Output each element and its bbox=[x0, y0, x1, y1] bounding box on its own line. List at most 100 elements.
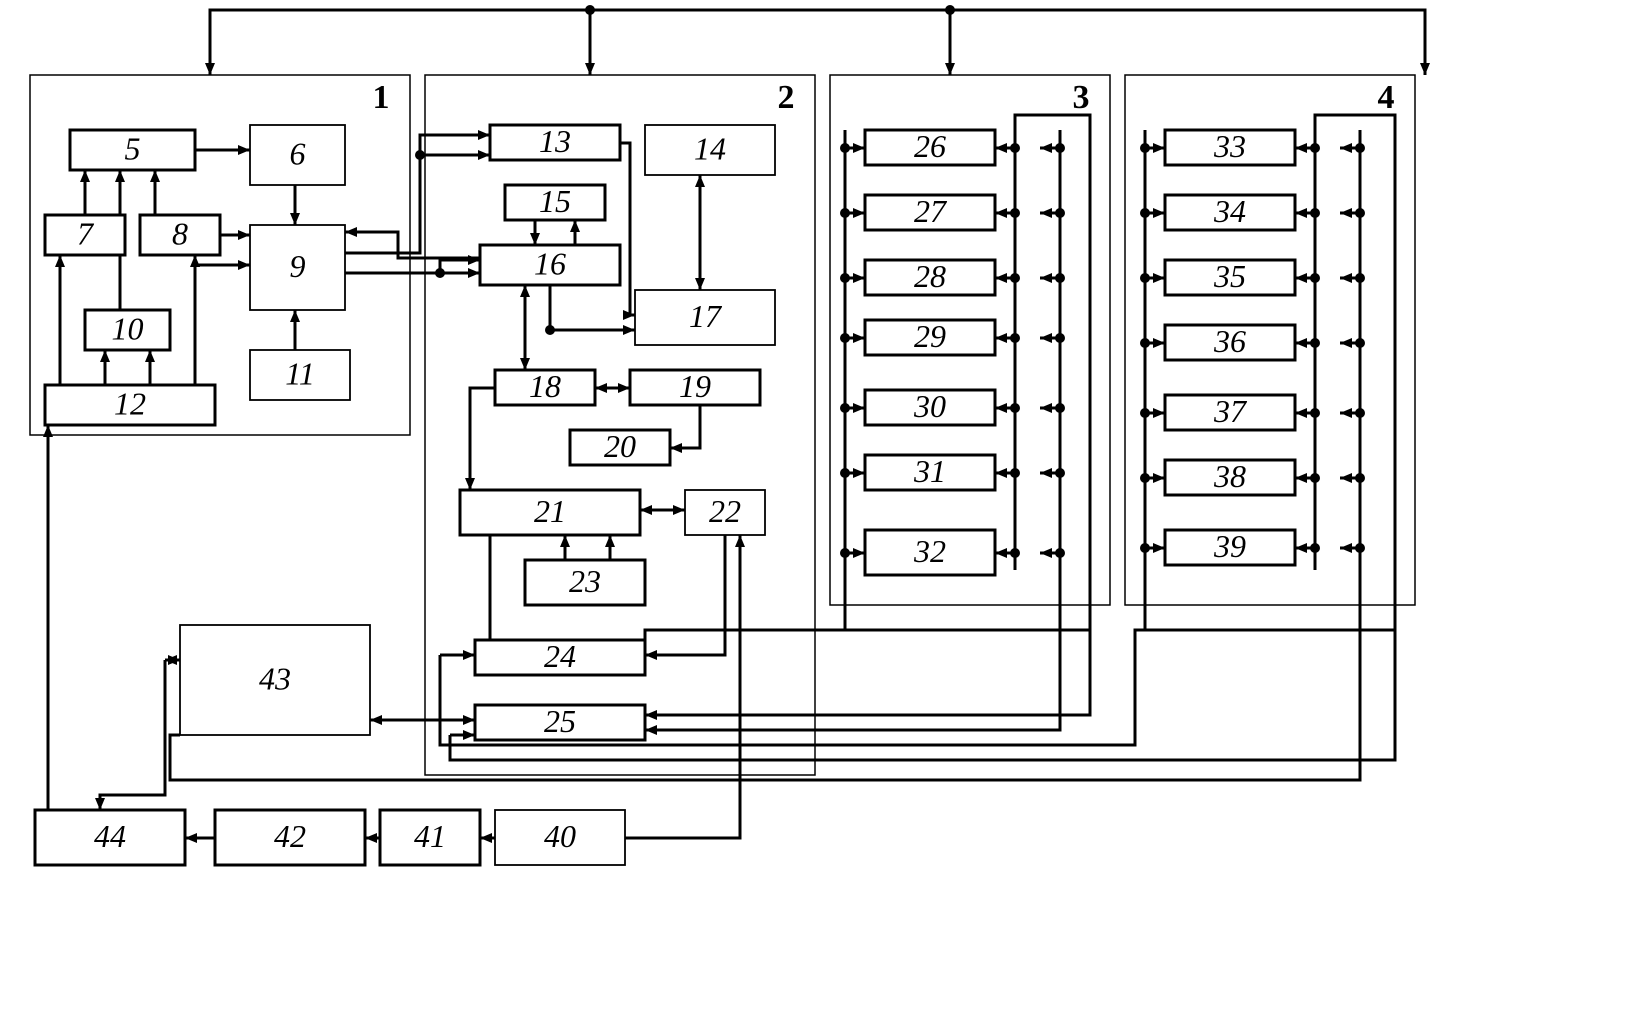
box-label-9: 9 bbox=[290, 248, 306, 284]
panel-label-2: 2 bbox=[778, 79, 795, 116]
box-label-24: 24 bbox=[544, 638, 576, 674]
junction-dot-43 bbox=[1355, 543, 1365, 553]
junction-dot-6 bbox=[840, 403, 850, 413]
box-label-18: 18 bbox=[529, 368, 561, 404]
edge-4 bbox=[950, 10, 1425, 75]
box-label-36: 36 bbox=[1213, 323, 1246, 359]
edge-1 bbox=[210, 10, 590, 75]
box-label-42: 42 bbox=[274, 818, 306, 854]
edge-35 bbox=[475, 535, 490, 655]
junction-dot-19 bbox=[1055, 333, 1065, 343]
box-label-43: 43 bbox=[259, 660, 291, 696]
junction-dot-32 bbox=[1310, 273, 1320, 283]
junction-dot-14 bbox=[1010, 468, 1020, 478]
junction-dot-24 bbox=[1140, 208, 1150, 218]
edge-27 bbox=[550, 285, 635, 330]
edge-91 bbox=[645, 590, 1060, 730]
edge-36 bbox=[645, 535, 725, 655]
junction-dot-25 bbox=[1140, 273, 1150, 283]
panel-label-3: 3 bbox=[1073, 79, 1090, 116]
edge-89 bbox=[645, 630, 1090, 715]
box-label-34: 34 bbox=[1213, 193, 1246, 229]
panel-label-1: 1 bbox=[373, 79, 390, 116]
panel-label-4: 4 bbox=[1378, 79, 1395, 116]
edge-29 bbox=[670, 405, 700, 448]
box-label-23: 23 bbox=[569, 563, 601, 599]
block-diagram: 1234567891011121314151617181920212223242… bbox=[0, 0, 1633, 1029]
junction-dot-36 bbox=[1310, 543, 1320, 553]
box-label-38: 38 bbox=[1213, 458, 1246, 494]
box-label-37: 37 bbox=[1213, 393, 1248, 429]
junction-dot-37 bbox=[1355, 143, 1365, 153]
junction-dot-33 bbox=[1310, 338, 1320, 348]
junction-dot-18 bbox=[1055, 273, 1065, 283]
junction-dot-10 bbox=[1010, 208, 1020, 218]
box-label-35: 35 bbox=[1213, 258, 1246, 294]
box-label-31: 31 bbox=[913, 453, 946, 489]
junction-dot-35 bbox=[1310, 473, 1320, 483]
box-label-41: 41 bbox=[414, 818, 446, 854]
box-label-17: 17 bbox=[689, 298, 723, 334]
junction-dot-4 bbox=[840, 273, 850, 283]
junction-dot-31 bbox=[1310, 208, 1320, 218]
edge-24 bbox=[620, 143, 635, 315]
box-label-15: 15 bbox=[539, 183, 571, 219]
junction-dot-0 bbox=[585, 5, 595, 15]
junction-dot-41 bbox=[1355, 408, 1365, 418]
box-label-30: 30 bbox=[913, 388, 946, 424]
junction-dot-44 bbox=[545, 325, 555, 335]
box-label-6: 6 bbox=[290, 135, 306, 171]
junction-dot-29 bbox=[1140, 543, 1150, 553]
box-label-25: 25 bbox=[544, 703, 576, 739]
box-label-8: 8 bbox=[172, 215, 188, 251]
junction-dot-21 bbox=[1055, 468, 1065, 478]
box-label-39: 39 bbox=[1213, 528, 1246, 564]
junction-dot-30 bbox=[1310, 143, 1320, 153]
junction-dot-3 bbox=[840, 208, 850, 218]
box-label-40: 40 bbox=[544, 818, 576, 854]
box-label-22: 22 bbox=[709, 493, 741, 529]
junction-dot-2 bbox=[840, 143, 850, 153]
box-label-28: 28 bbox=[914, 258, 946, 294]
junction-dot-39 bbox=[1355, 273, 1365, 283]
junction-dot-42 bbox=[1355, 473, 1365, 483]
junction-dot-46 bbox=[435, 268, 445, 278]
box-label-44: 44 bbox=[94, 818, 126, 854]
junction-dot-23 bbox=[1140, 143, 1150, 153]
junction-dot-28 bbox=[1140, 473, 1150, 483]
junction-dot-22 bbox=[1055, 548, 1065, 558]
box-label-10: 10 bbox=[112, 310, 144, 346]
junction-dot-11 bbox=[1010, 273, 1020, 283]
junction-dot-8 bbox=[840, 548, 850, 558]
junction-dot-15 bbox=[1010, 548, 1020, 558]
junction-dot-34 bbox=[1310, 408, 1320, 418]
box-label-5: 5 bbox=[125, 130, 141, 166]
edge-31 bbox=[470, 388, 495, 490]
junction-dot-38 bbox=[1355, 208, 1365, 218]
box-label-13: 13 bbox=[539, 123, 571, 159]
box-label-33: 33 bbox=[1213, 128, 1246, 164]
box-label-12: 12 bbox=[114, 385, 146, 421]
box-label-20: 20 bbox=[604, 428, 636, 464]
box-label-29: 29 bbox=[914, 318, 946, 354]
junction-dot-40 bbox=[1355, 338, 1365, 348]
box-label-32: 32 bbox=[913, 533, 946, 569]
junction-dot-5 bbox=[840, 333, 850, 343]
junction-dot-9 bbox=[1010, 143, 1020, 153]
junction-dot-20 bbox=[1055, 403, 1065, 413]
box-label-21: 21 bbox=[534, 493, 566, 529]
box-label-27: 27 bbox=[914, 193, 948, 229]
junction-dot-1 bbox=[945, 5, 955, 15]
edge-3 bbox=[590, 10, 950, 75]
junction-dot-26 bbox=[1140, 338, 1150, 348]
junction-dot-13 bbox=[1010, 403, 1020, 413]
box-label-16: 16 bbox=[534, 245, 566, 281]
box-label-11: 11 bbox=[285, 355, 315, 391]
box-label-26: 26 bbox=[914, 128, 946, 164]
junction-dot-7 bbox=[840, 468, 850, 478]
junction-dot-45 bbox=[415, 150, 425, 160]
box-label-7: 7 bbox=[77, 215, 95, 251]
edge-102 bbox=[100, 660, 165, 810]
junction-dot-16 bbox=[1055, 143, 1065, 153]
box-label-14: 14 bbox=[694, 130, 726, 166]
